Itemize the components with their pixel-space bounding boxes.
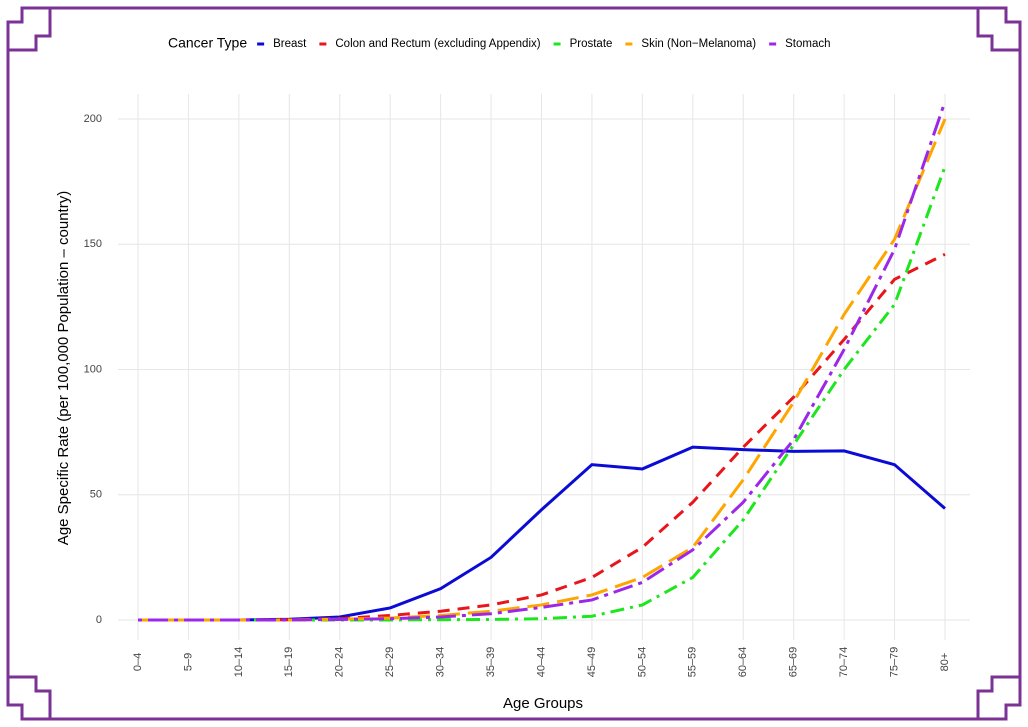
legend-label: Skin (Non−Melanoma) [641,38,756,50]
x-tick-label: 55–59 [687,647,699,678]
x-tick-label: 65–69 [788,647,800,678]
frame [6,6,1022,721]
data-line [138,252,946,622]
x-tick-label: 0–4 [132,653,144,671]
y-tick-label: 50 [90,489,102,501]
x-tick-label: 15–19 [283,647,295,678]
legend-label: Prostate [570,38,613,50]
y-tick-label: 150 [84,238,102,250]
plot-lines [138,101,947,622]
y-tick-label: 100 [84,363,102,375]
data-line [138,101,947,622]
x-tick-label: 10–14 [233,647,245,678]
legend-title: Cancer Type [168,35,247,51]
x-tick-label: 30–34 [435,647,447,678]
x-tick-label: 75–79 [888,647,900,678]
x-tick-label: 5–9 [182,653,194,671]
x-tick-label: 35–39 [485,647,497,678]
x-tick-label: 60–64 [737,647,749,678]
legend-label: Colon and Rectum (excluding Appendix) [335,38,540,50]
legend-label: Stomach [785,38,830,50]
legend: Cancer Type Breast Colon and Rectum (exclu… [168,35,831,51]
x-tick-label: 25–29 [384,647,396,678]
x-tick-label: 20–24 [334,647,346,678]
y-tick-label: 0 [96,614,102,626]
y-tick-label: 200 [84,113,102,125]
y-axis-title: Age Specific Rate (per 100,000 Populatio… [55,191,72,545]
x-tick-label: 40–44 [535,647,547,678]
grid: 0 50 100 150 200 0–4 5–9 10–14 15–19 20–24 25–29 30… [84,94,970,677]
x-tick-label: 50–54 [636,647,648,678]
x-tick-label: 70–74 [838,647,850,678]
x-tick-label: 80+ [939,653,951,672]
legend-label: Breast [273,38,307,50]
x-tick-label: 45–49 [586,647,598,678]
x-axis-title: Age Groups [503,695,583,712]
